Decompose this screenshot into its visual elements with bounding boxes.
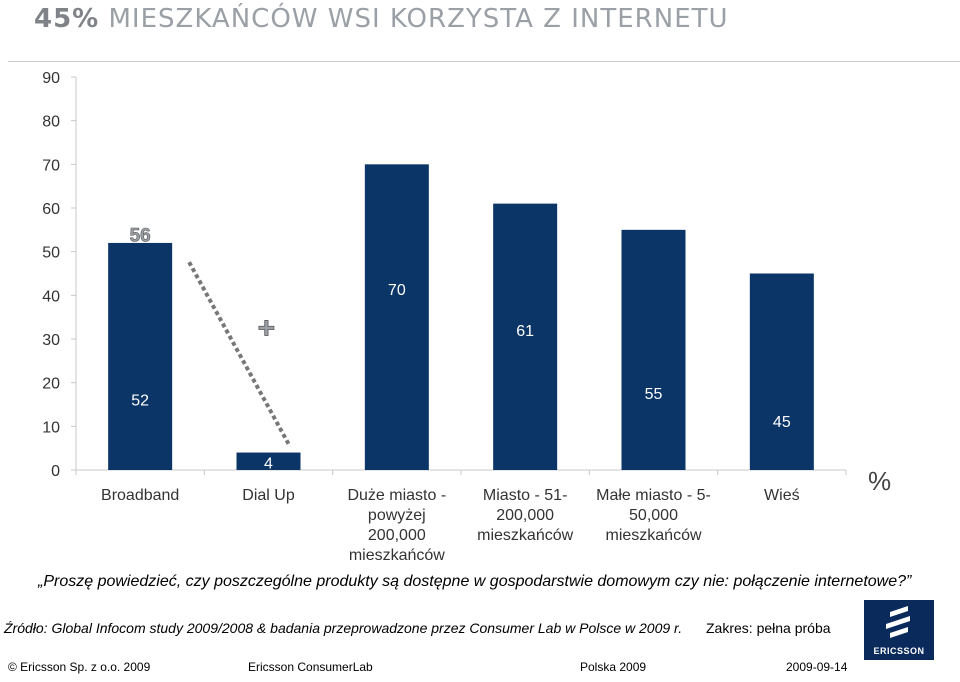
bar (236, 452, 301, 470)
x-category-label-line: Małe miasto - 5- (596, 487, 711, 504)
bar (621, 229, 686, 470)
x-category-label-line: mieszkańców (605, 527, 701, 544)
bar-value-label: 55 (645, 386, 663, 403)
x-category-label: Miasto - 51- 200,000 mieszkańców (477, 487, 573, 544)
y-tick-label: 0 (51, 463, 60, 480)
bar-value-label: 52 (131, 393, 149, 410)
x-category-label: Duże miasto - powyżej 200,000 mieszkańców (347, 487, 446, 560)
title-divider (8, 61, 960, 62)
y-tick-label: 50 (42, 245, 60, 262)
x-category-label: Broadband (101, 487, 179, 504)
title-text: MIESZKAŃCÓW WSI KORZYSTA Z INTERNETU (108, 4, 729, 34)
x-category-label-line: Duże miasto - (347, 487, 446, 504)
ericsson-logo-text: ERICSSON (873, 646, 925, 656)
bar-chart: 0 10 20 30 40 50 60 70 80 90 52 4 70 61 55 45 56 + Broadba… (42, 70, 847, 560)
y-tick-label: 40 (42, 288, 60, 305)
bar-value-label: 45 (773, 414, 791, 431)
y-tick-label: 70 (42, 157, 60, 174)
x-category-label-line: Wieś (764, 487, 800, 504)
x-category-label-line: Miasto - 51- (483, 487, 567, 504)
sample-scope: Zakres: pełna próba (706, 620, 831, 636)
x-category-label-line: Dial Up (242, 487, 295, 504)
x-category-label-line: 50,000 (629, 507, 678, 524)
ericsson-logo: ERICSSON (864, 600, 934, 660)
bar (493, 203, 558, 470)
bar-value-label: 70 (388, 282, 406, 299)
footer-date: 2009-09-14 (786, 660, 848, 674)
survey-question: „Proszę powiedzieć, czy poszczególne pro… (38, 573, 912, 590)
bar-value-label: 61 (516, 323, 534, 340)
footer-unit: Ericsson ConsumerLab (248, 660, 373, 674)
x-category-label: Małe miasto - 5- 50,000 mieszkańców (596, 487, 711, 544)
bar (749, 273, 814, 470)
page-title: 45% MIESZKAŃCÓW WSI KORZYSTA Z INTERNETU (34, 4, 729, 34)
y-tick-label: 10 (42, 419, 60, 436)
bar (364, 164, 429, 470)
x-category-label-line: Broadband (101, 487, 179, 504)
y-tick-label: 90 (42, 70, 60, 87)
x-category-label-line: 200,000 (368, 527, 426, 544)
x-category-label-line: mieszkańców (477, 527, 573, 544)
title-percent: 45% (34, 4, 100, 34)
y-tick-label: 30 (42, 332, 60, 349)
stack-total-label: 56 (130, 225, 151, 246)
x-category-label: Dial Up (242, 487, 295, 504)
bar (108, 242, 173, 470)
x-category-label-line: 200,000 (496, 507, 554, 524)
x-category-label-line: powyżej (368, 507, 426, 524)
footer-country: Polska 2009 (580, 660, 647, 674)
unit-label: % (868, 466, 892, 496)
y-tick-label: 80 (42, 114, 60, 131)
plus-sign: + (258, 312, 276, 345)
source-note: Źródło: Global Infocom study 2009/2008 &… (4, 620, 683, 636)
bar-value-label: 4 (264, 456, 273, 473)
connector-dashed-line (186, 259, 291, 445)
y-tick-label: 60 (42, 201, 60, 218)
x-category-label-line: mieszkańców (349, 547, 445, 560)
footer: © Ericsson Sp. z o.o. 2009 Ericsson Cons… (0, 658, 960, 682)
footer-copyright: © Ericsson Sp. z o.o. 2009 (8, 660, 151, 674)
ericsson-logo-mark (886, 606, 910, 638)
y-tick-label: 20 (42, 376, 60, 393)
x-category-label: Wieś (764, 487, 800, 504)
